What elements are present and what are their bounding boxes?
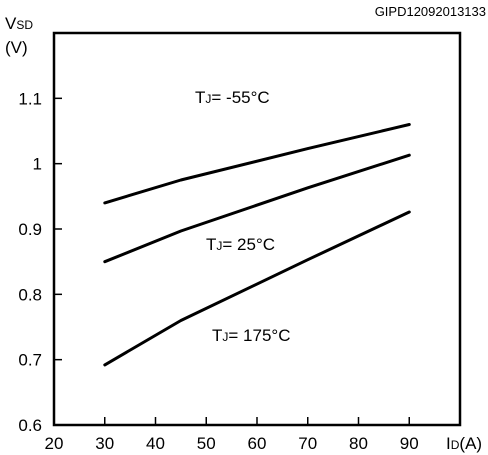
- x-tick-label: 40: [146, 434, 165, 453]
- series-lines: [103, 123, 411, 367]
- y-tick-label: 1: [33, 155, 42, 174]
- x-tick-label: 50: [197, 434, 216, 453]
- x-tick-label: 90: [400, 434, 419, 453]
- label-background-1: [189, 83, 303, 109]
- x-tick-label: 30: [95, 434, 114, 453]
- y-tick-label: 0.8: [18, 285, 42, 304]
- x-tick-label: 70: [298, 434, 317, 453]
- y-tick-label: 0.6: [18, 416, 42, 435]
- series-labels: TJ= -55°C TJ= 25°C TJ= 175°C: [189, 83, 303, 345]
- series-label-2: TJ= 25°C: [206, 235, 275, 254]
- x-tick-label: 60: [248, 434, 267, 453]
- y-tick-label: 0.7: [18, 351, 42, 370]
- x-axis-label: ID(A): [446, 434, 482, 453]
- x-ticks: 20 30 40 50 60 70 80 90: [45, 417, 419, 453]
- series-label-1: TJ= -55°C: [195, 88, 270, 107]
- series-line-1: [103, 123, 411, 205]
- y-tick-label: 1.1: [18, 89, 42, 108]
- y-ticks: 0.6 0.7 0.8 0.9 1 1.1: [18, 89, 62, 435]
- y-axis-unit: (V): [5, 38, 28, 57]
- y-tick-label: 0.9: [18, 220, 42, 239]
- series-line-3: [103, 210, 411, 367]
- x-tick-label: 20: [45, 434, 64, 453]
- figure-id: GIPD12092013133: [375, 4, 486, 19]
- x-tick-label: 80: [349, 434, 368, 453]
- y-axis-label: VSD: [5, 14, 33, 33]
- series-label-3: TJ= 175°C: [212, 326, 290, 345]
- series-line-2: [103, 153, 411, 264]
